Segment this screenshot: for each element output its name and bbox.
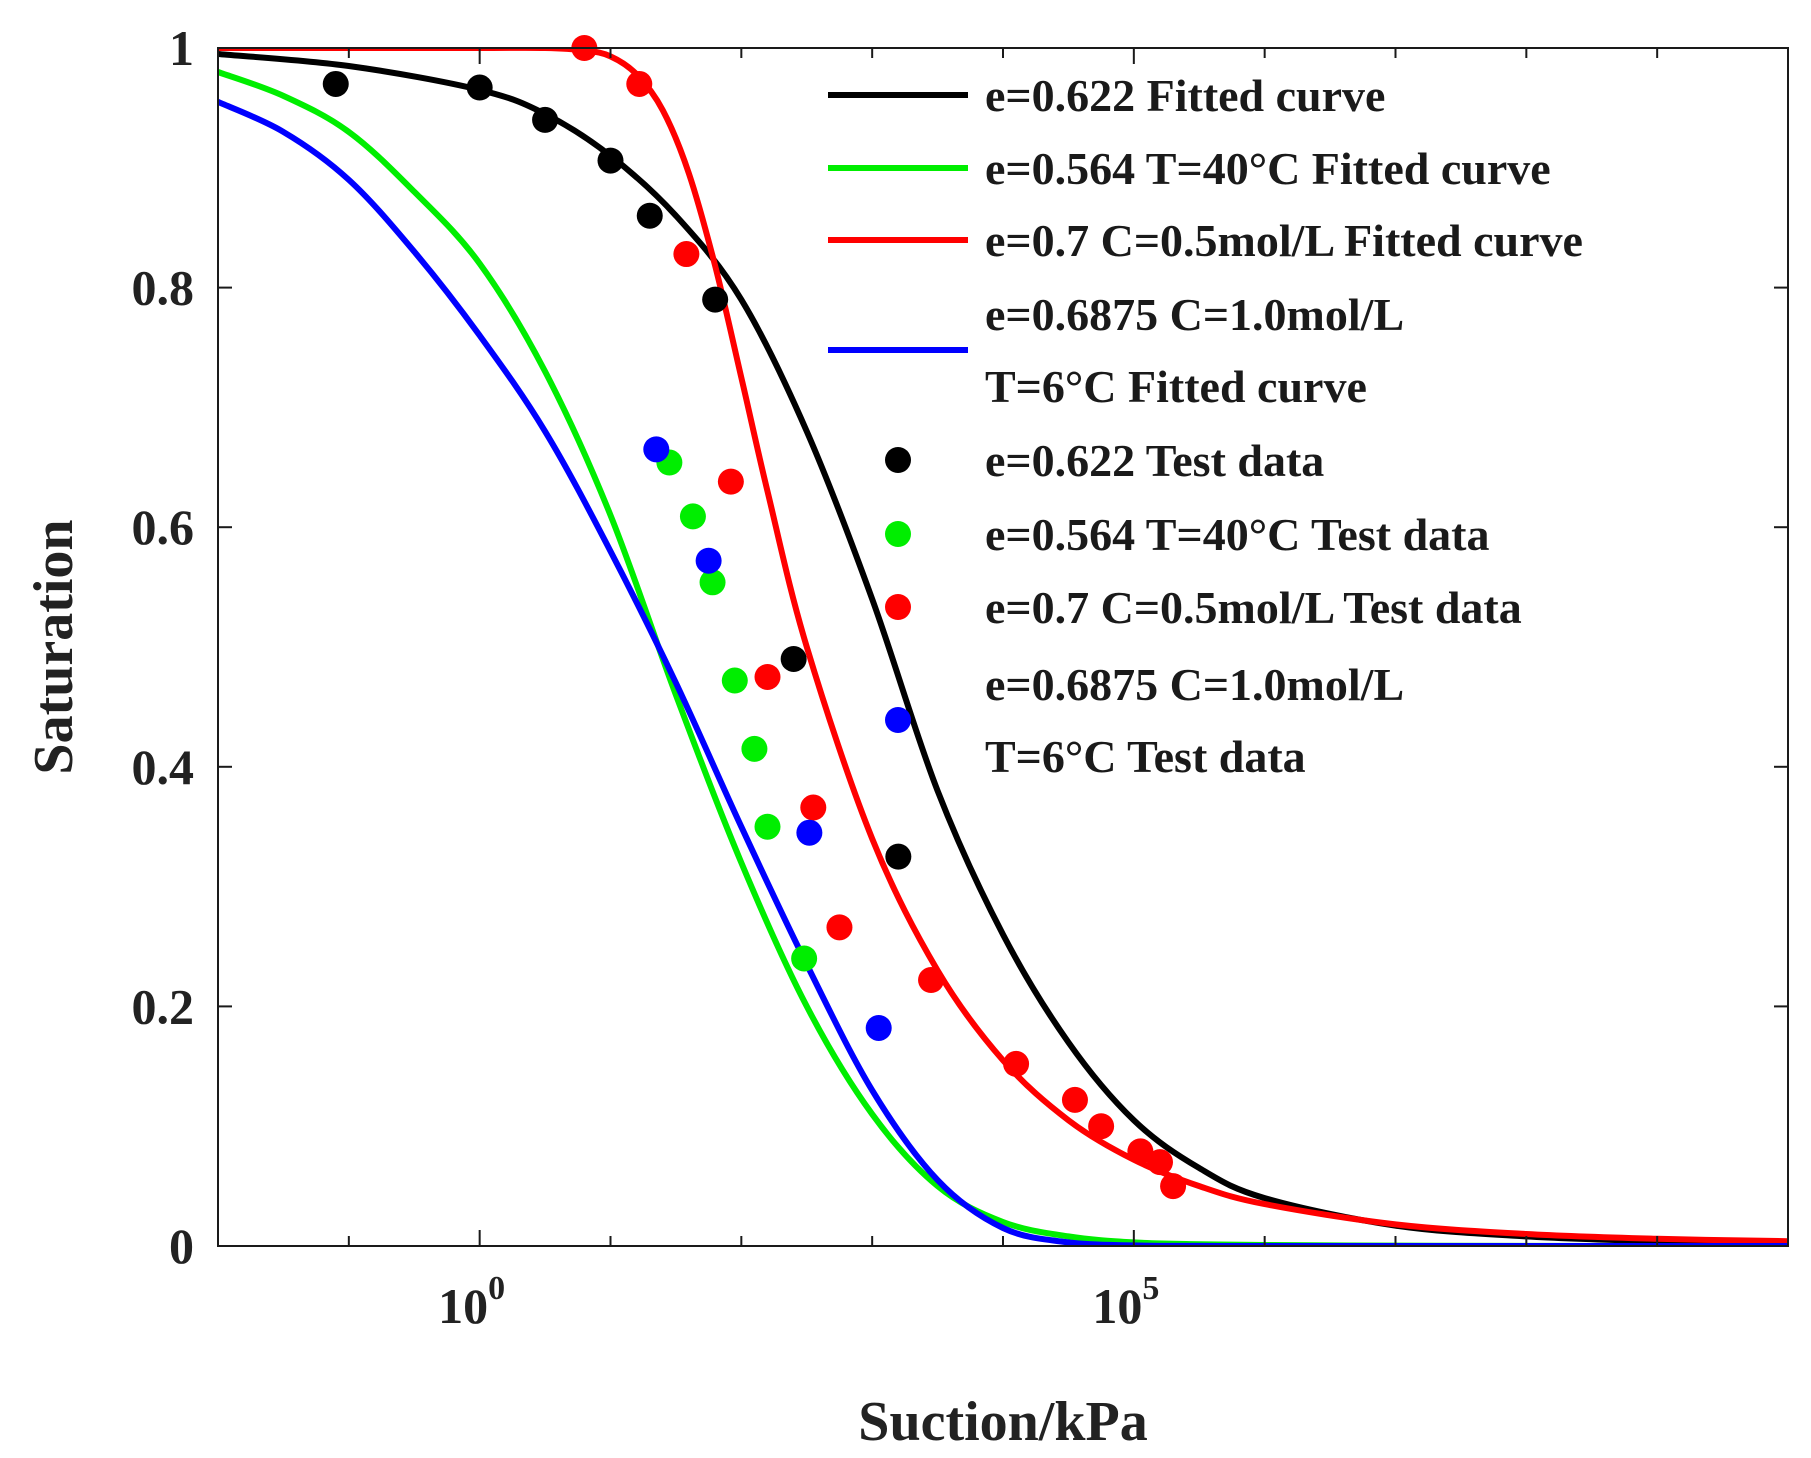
point-e-0-622-test-data-4 bbox=[597, 147, 624, 174]
point-e-0-7-c-0-5mol-l-test-data-3 bbox=[673, 241, 700, 268]
legend-label: e=0.6875 C=1.0mol/L bbox=[985, 289, 1404, 340]
point-e-0-6875-c-1-0mol-l-t-6-c-test-data-2 bbox=[695, 547, 722, 574]
y-tick-label: 1 bbox=[169, 20, 194, 76]
legend-marker-e-0-622-test-data bbox=[885, 447, 911, 473]
point-e-0-6875-c-1-0mol-l-t-6-c-test-data-3 bbox=[796, 819, 823, 846]
point-e-0-564-t-40-c-test-data-4 bbox=[721, 667, 748, 694]
curve-e-0-6875-c-1-0mol-l-t-6-c-fitted-curve bbox=[218, 98, 1788, 1246]
y-tick-label: 0.8 bbox=[132, 260, 195, 316]
legend-marker-e-0-7-c-0-5mol-l-test-data bbox=[885, 594, 911, 620]
point-e-0-7-c-0-5mol-l-test-data-9 bbox=[1003, 1050, 1030, 1077]
legend-label: e=0.7 C=0.5mol/L Fitted curve bbox=[985, 215, 1583, 266]
legend-label: T=6°C Test data bbox=[985, 731, 1306, 782]
test-data-points bbox=[322, 35, 1187, 1200]
point-e-0-622-test-data-3 bbox=[532, 106, 559, 133]
point-e-0-564-t-40-c-test-data-2 bbox=[679, 503, 706, 530]
legend-label: T=6°C Fitted curve bbox=[985, 361, 1367, 412]
point-e-0-564-t-40-c-test-data-5 bbox=[741, 735, 768, 762]
point-e-0-564-t-40-c-test-data-6 bbox=[754, 813, 781, 840]
point-e-0-7-c-0-5mol-l-test-data-8 bbox=[918, 967, 945, 994]
point-e-0-6875-c-1-0mol-l-t-6-c-test-data-4 bbox=[865, 1014, 892, 1041]
x-tick-label: 105 bbox=[1092, 1270, 1159, 1334]
axis-tick-labels: 0 0.2 0.4 0.6 0.8 1 100 105 bbox=[132, 20, 1160, 1334]
legend-label: e=0.622 Test data bbox=[985, 435, 1324, 486]
legend-label: e=0.622 Fitted curve bbox=[985, 70, 1385, 121]
point-e-0-622-test-data-8 bbox=[885, 843, 912, 870]
point-e-0-7-c-0-5mol-l-test-data-13 bbox=[1147, 1149, 1173, 1176]
point-e-0-6875-c-1-0mol-l-t-6-c-test-data-1 bbox=[643, 436, 670, 463]
point-e-0-622-test-data-7 bbox=[780, 645, 807, 672]
point-e-0-7-c-0-5mol-l-test-data-5 bbox=[754, 663, 781, 690]
y-axis-title: Saturation bbox=[23, 519, 85, 774]
y-tick-label: 0.6 bbox=[132, 499, 195, 555]
legend-label: e=0.564 T=40°C Fitted curve bbox=[985, 143, 1551, 194]
legend-marker-e-0-564-t-40-c-test-data bbox=[885, 521, 911, 547]
point-e-0-564-t-40-c-test-data-7 bbox=[791, 945, 818, 972]
point-e-0-7-c-0-5mol-l-test-data-11 bbox=[1088, 1113, 1115, 1140]
axis-ticks bbox=[217, 47, 1789, 1247]
point-e-0-7-c-0-5mol-l-test-data-14 bbox=[1160, 1173, 1187, 1200]
legend: e=0.622 Fitted curve e=0.564 T=40°C Fitte… bbox=[828, 70, 1583, 782]
legend-label: e=0.7 C=0.5mol/L Test data bbox=[985, 582, 1522, 633]
point-e-0-7-c-0-5mol-l-test-data-6 bbox=[800, 794, 827, 821]
legend-label: e=0.564 T=40°C Test data bbox=[985, 509, 1489, 560]
y-tick-label: 0.4 bbox=[132, 739, 195, 795]
point-e-0-7-c-0-5mol-l-test-data-12 bbox=[1127, 1138, 1154, 1165]
point-e-0-7-c-0-5mol-l-test-data-7 bbox=[826, 914, 853, 941]
y-tick-label: 0 bbox=[169, 1218, 194, 1274]
legend-marker-e-0-6875-c-1-0mol-l-t-6-c-test-data bbox=[885, 707, 911, 733]
point-e-0-622-test-data-2 bbox=[466, 74, 493, 101]
point-e-0-7-c-0-5mol-l-test-data-10 bbox=[1061, 1086, 1088, 1113]
y-tick-label: 0.2 bbox=[132, 978, 195, 1034]
legend-label: e=0.6875 C=1.0mol/L bbox=[985, 659, 1404, 710]
x-axis-title: Suction/kPa bbox=[858, 1391, 1147, 1453]
point-e-0-7-c-0-5mol-l-test-data-4 bbox=[717, 468, 744, 495]
point-e-0-622-test-data-6 bbox=[702, 286, 729, 313]
point-e-0-622-test-data-5 bbox=[636, 202, 663, 229]
point-e-0-7-c-0-5mol-l-test-data-2 bbox=[626, 70, 653, 97]
point-e-0-564-t-40-c-test-data-3 bbox=[699, 569, 726, 596]
point-e-0-622-test-data-1 bbox=[322, 70, 349, 97]
x-tick-label: 100 bbox=[438, 1270, 505, 1334]
